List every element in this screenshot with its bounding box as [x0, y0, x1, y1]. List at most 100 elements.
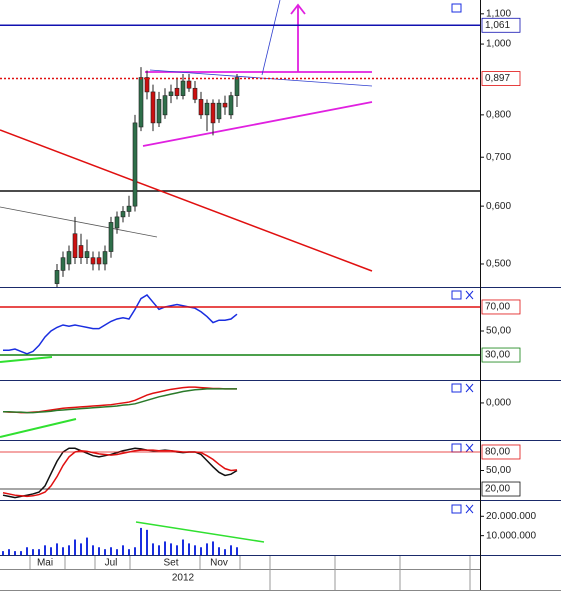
- level-label-box: [481, 444, 521, 460]
- candle-body: [198, 99, 204, 116]
- trend-line: [0, 206, 158, 238]
- level-label: 20,00: [485, 484, 510, 495]
- trend-line: [0, 418, 77, 438]
- y-tick-label: 0,500: [486, 259, 511, 270]
- y-tick-label: 1,000: [486, 39, 511, 50]
- panel-borders: [0, 0, 561, 591]
- candle-body: [168, 91, 174, 96]
- x-tick-label: Nov: [210, 558, 228, 569]
- volume-bar: [140, 527, 142, 555]
- candle-body: [90, 257, 96, 265]
- y-tick-label: 20.000.000: [486, 511, 536, 522]
- volume-bar: [134, 547, 136, 555]
- volume-bar: [74, 539, 76, 555]
- candle-body: [228, 95, 234, 116]
- volume-bar: [104, 549, 106, 555]
- x-tick-label: Mai: [37, 558, 53, 569]
- volume-bar: [128, 549, 130, 555]
- candle-body: [78, 245, 84, 258]
- volume-bar: [230, 545, 232, 555]
- target-arrow-head: [290, 3, 306, 15]
- trend-line: [0, 129, 373, 272]
- level-label-box: [481, 17, 521, 33]
- volume-bar: [86, 537, 88, 555]
- year-label: 2012: [172, 573, 195, 584]
- candle-body: [126, 205, 132, 212]
- candle-body: [162, 95, 168, 116]
- volume-bar: [116, 549, 118, 555]
- volume-bar: [194, 545, 196, 555]
- y-tick-label: 0,000: [486, 398, 511, 409]
- candle-body: [204, 102, 210, 116]
- level-label-box: [481, 71, 521, 86]
- volume-bar: [170, 543, 172, 555]
- close-icon[interactable]: [465, 443, 474, 453]
- close-icon[interactable]: [465, 290, 474, 300]
- level-label-box: [481, 481, 521, 497]
- volume-bar: [236, 547, 238, 555]
- series-line: [3, 388, 237, 414]
- x-tick-label: Jul: [105, 558, 118, 569]
- volume-bar: [158, 545, 160, 555]
- candle-body: [138, 77, 144, 128]
- candle-body: [216, 102, 222, 120]
- candle-body: [108, 222, 114, 252]
- volume-bar: [98, 547, 100, 555]
- maximize-icon[interactable]: [451, 290, 462, 300]
- candle-body: [156, 99, 162, 124]
- x-tick-label: Set: [163, 558, 178, 569]
- candle-body: [60, 257, 66, 271]
- volume-bar: [122, 545, 124, 555]
- volume-bar: [188, 543, 190, 555]
- volume-bar: [32, 549, 34, 555]
- candle-body: [54, 270, 60, 284]
- volume-bar: [8, 549, 10, 555]
- candle-body: [72, 233, 78, 258]
- candle-body: [84, 251, 90, 258]
- panel: [3, 293, 238, 355]
- y-tick-label: 10.000.000: [486, 530, 536, 541]
- volume-bar: [152, 543, 154, 555]
- candle-body: [222, 102, 228, 108]
- candle-body: [234, 77, 240, 96]
- y-tick-label: 0,600: [486, 201, 511, 212]
- maximize-icon[interactable]: [451, 383, 462, 393]
- candle-body: [192, 87, 198, 100]
- volume-bar: [176, 545, 178, 555]
- level-label-box: [481, 299, 521, 315]
- panel: [2, 386, 237, 414]
- trend-line: [0, 356, 53, 363]
- trend-line: [135, 521, 265, 543]
- maximize-icon[interactable]: [451, 3, 462, 13]
- volume-bar: [218, 547, 220, 555]
- maximize-icon[interactable]: [451, 504, 462, 514]
- close-icon[interactable]: [465, 383, 474, 393]
- volume-bar: [80, 543, 82, 555]
- candle-body: [144, 77, 150, 93]
- volume-bar: [212, 541, 214, 555]
- volume-bar: [2, 551, 4, 555]
- y-tick-label: 0,800: [486, 110, 511, 121]
- volume-bar: [182, 539, 184, 555]
- volume-bar: [92, 545, 94, 555]
- y-tick-label: 50,00: [486, 465, 511, 476]
- level-label: 80,00: [485, 447, 510, 458]
- volume-bar: [56, 543, 58, 555]
- volume-bar: [62, 547, 64, 555]
- candle-body: [150, 91, 156, 124]
- candle-body: [174, 87, 180, 96]
- y-tick-label: 50,00: [486, 326, 511, 337]
- close-icon[interactable]: [465, 504, 474, 514]
- candle-body: [120, 211, 126, 218]
- volume-bar: [146, 529, 148, 555]
- series-line: [3, 293, 238, 355]
- y-tick-label: 0,700: [486, 152, 511, 163]
- volume-bar: [14, 551, 16, 555]
- panel: [2, 527, 238, 555]
- triangle-line: [142, 101, 373, 147]
- volume-bar: [164, 541, 166, 555]
- volume-bar: [200, 547, 202, 555]
- level-label: 1,061: [485, 20, 510, 31]
- candle-body: [186, 80, 192, 89]
